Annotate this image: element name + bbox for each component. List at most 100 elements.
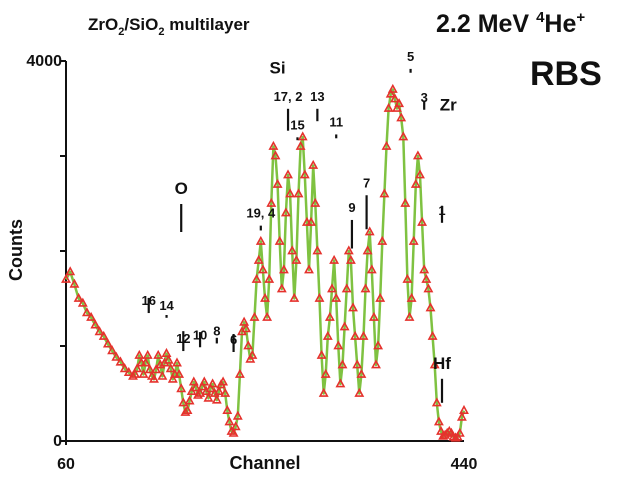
data-point [98, 330, 109, 340]
data-point [65, 266, 76, 276]
data-point [249, 311, 260, 321]
data-point [406, 292, 417, 302]
data-point [264, 273, 275, 283]
data-point [241, 323, 252, 333]
data-point [373, 340, 384, 350]
data-point [387, 83, 398, 93]
data-point [69, 278, 80, 288]
data-point [429, 359, 440, 369]
data-point [431, 397, 442, 407]
data-point [371, 359, 381, 369]
data-series [61, 83, 469, 442]
data-point [94, 326, 105, 336]
data-point [138, 368, 149, 378]
data-point [287, 245, 298, 255]
data-point [459, 404, 469, 414]
data-point [228, 427, 239, 437]
data-point [360, 283, 371, 293]
data-point [142, 349, 153, 359]
x-axis-label: Channel [229, 453, 300, 473]
data-point [314, 292, 325, 302]
data-point [375, 292, 386, 302]
data-point [433, 416, 444, 426]
y-tick-label-0: 0 [53, 433, 62, 450]
data-point [320, 368, 331, 378]
data-point [454, 427, 465, 437]
data-point [280, 207, 291, 217]
technique-label: RBS [530, 55, 602, 93]
data-point [140, 357, 151, 367]
data-point [333, 340, 344, 350]
data-point [436, 425, 446, 435]
data-point [77, 297, 88, 307]
data-point [366, 264, 377, 274]
data-point [394, 98, 405, 108]
data-point [417, 216, 428, 226]
data-point [415, 169, 425, 179]
data-point [203, 392, 214, 402]
layer-marker-label: 16 [142, 293, 156, 308]
data-point [310, 197, 321, 207]
data-point [123, 366, 134, 376]
layer-marker-label: 13 [310, 89, 324, 104]
data-point [149, 373, 159, 383]
element-label: Si [270, 58, 286, 77]
data-point [354, 387, 365, 397]
layer-marker-label: 3 [421, 90, 428, 105]
data-point [419, 264, 430, 274]
data-point [197, 381, 208, 391]
element-label: O [175, 179, 188, 198]
layer-marker-label: 11 [329, 114, 343, 129]
data-point [220, 387, 231, 397]
y-tick-marks [60, 60, 66, 442]
data-point [362, 245, 373, 255]
data-point [339, 321, 350, 331]
data-point [115, 356, 126, 366]
data-point [130, 368, 141, 378]
data-point [297, 131, 308, 141]
layer-marker-label: 7 [363, 175, 370, 190]
layer-marker-label: 14 [159, 298, 174, 313]
data-point [61, 273, 71, 283]
data-point [266, 197, 277, 207]
layer-marker-label: 8 [213, 323, 220, 338]
data-point [389, 93, 400, 103]
data-point [350, 330, 361, 340]
data-point [377, 235, 388, 245]
data-point [144, 364, 155, 374]
data-point [421, 273, 432, 283]
data-point [262, 311, 273, 321]
data-point [272, 178, 283, 188]
data-point [410, 178, 421, 188]
data-point [337, 359, 348, 369]
data-point [293, 188, 304, 198]
layer-marker-label: 6 [230, 332, 237, 347]
element-label: Zr [440, 95, 457, 114]
data-point [86, 311, 97, 321]
data-point [211, 394, 222, 404]
data-point [232, 410, 243, 420]
data-point [408, 235, 419, 245]
data-point [402, 273, 413, 283]
y-tick-label-4000: 4000 [26, 53, 62, 70]
data-point [172, 357, 182, 367]
layer-marker-label: 12 [176, 331, 190, 346]
data-point [327, 283, 337, 293]
data-point [276, 283, 287, 293]
data-point [128, 370, 138, 380]
data-point [341, 283, 352, 293]
data-point [400, 197, 411, 207]
layer-marker-label: 5 [407, 49, 414, 64]
data-point [356, 368, 367, 378]
data-point [81, 307, 92, 317]
data-point [316, 349, 327, 359]
data-point [379, 188, 390, 198]
data-point [358, 330, 369, 340]
data-point [207, 378, 218, 388]
data-point [163, 354, 174, 364]
x-tick-label-60: 60 [57, 456, 75, 473]
data-point [119, 363, 130, 373]
data-point [312, 245, 323, 255]
data-point [174, 368, 185, 378]
